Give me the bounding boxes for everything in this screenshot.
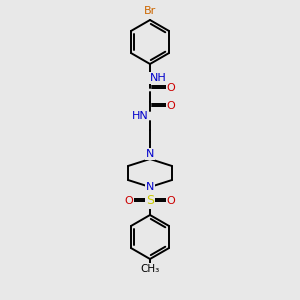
Text: S: S [146,194,154,208]
Text: O: O [167,101,176,111]
Text: O: O [167,83,176,93]
Text: O: O [167,196,176,206]
Text: N: N [146,149,154,159]
Text: O: O [124,196,134,206]
Text: Br: Br [144,6,156,16]
Text: NH: NH [150,73,166,83]
Text: N: N [146,182,154,192]
Text: CH₃: CH₃ [140,264,160,274]
Text: HN: HN [132,111,148,121]
